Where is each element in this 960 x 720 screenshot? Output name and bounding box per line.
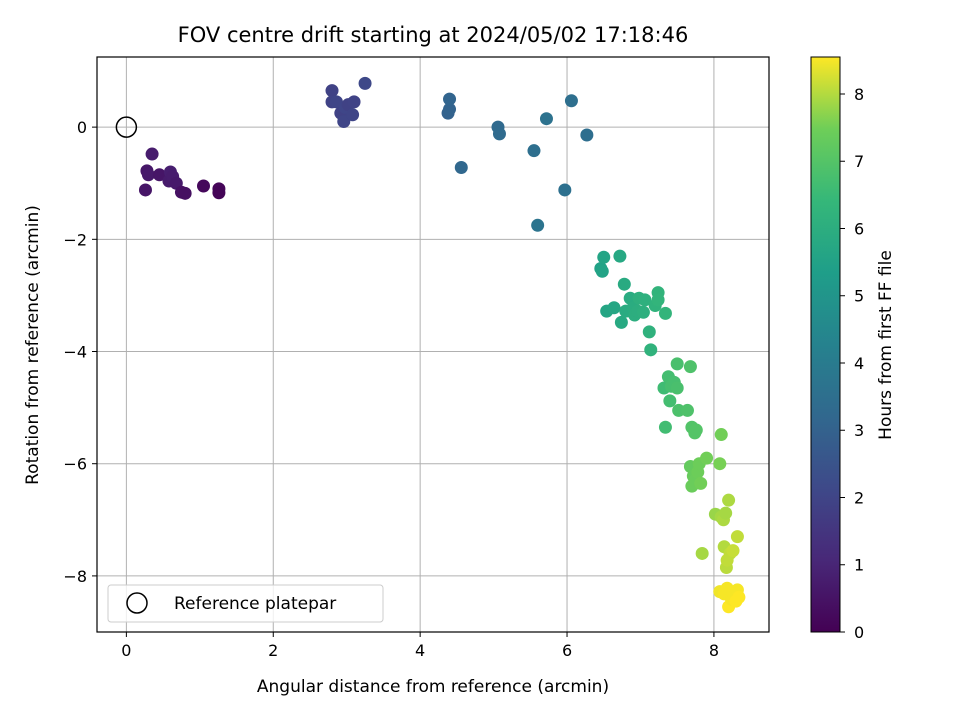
data-point [564,94,578,108]
data-point [443,102,457,116]
y-ticks: 0 −2 −4 −6 −8 [63,118,97,586]
data-point [689,423,703,437]
reference-platepar-marker [115,116,138,138]
data-point [196,179,210,193]
y-tick-label: −8 [63,567,87,586]
legend-label: Reference platepar [174,594,336,614]
data-point [658,306,672,320]
reference-marker [115,116,138,138]
data-point [212,186,226,200]
data-point [670,381,684,395]
data-point [492,127,506,141]
data-point [607,301,621,315]
x-tick-label: 6 [562,641,572,660]
data-points [138,76,746,614]
data-point [347,95,361,109]
x-tick-label: 8 [709,641,719,660]
data-point [141,168,155,182]
y-tick-label: −6 [63,455,87,474]
data-point [730,530,744,544]
chart-title: FOV centre drift starting at 2024/05/02 … [178,23,689,47]
colorbar-tick-label: 4 [854,354,864,373]
colorbar-ticks: 0 1 2 3 4 5 6 7 8 [840,85,864,642]
data-point [454,161,468,175]
data-point [638,293,652,307]
data-point [558,183,572,197]
data-point [683,360,697,374]
data-point [617,277,631,291]
data-point [636,305,650,319]
data-point [346,108,360,122]
data-point [700,451,714,465]
data-point [680,403,694,417]
colorbar-tick-label: 1 [854,556,864,575]
colorbar-tick-label: 3 [854,421,864,440]
legend-box [107,584,384,623]
grid-lines [97,57,769,632]
data-point [642,325,656,339]
colorbar-gradient [810,56,841,633]
data-point [152,168,166,182]
y-tick-label: −2 [63,230,87,249]
data-point [695,546,709,560]
data-point [658,420,672,434]
data-point [325,84,339,98]
data-point [719,506,733,520]
data-point [178,186,192,200]
data-point [443,92,457,106]
data-point [644,343,658,357]
data-point [663,394,677,408]
data-point [145,147,159,161]
colorbar-tick-label: 7 [854,152,864,171]
data-point [726,544,740,558]
colorbar: 0 1 2 3 4 5 6 7 8 Hours from first FF file [810,56,896,642]
data-point [613,249,627,263]
data-point [670,357,684,371]
data-point [539,112,553,126]
data-point [337,115,351,129]
data-point [614,315,628,329]
data-point [597,250,611,264]
x-tick-label: 4 [415,641,425,660]
data-point [722,493,736,507]
data-point [531,218,545,232]
data-point [732,590,746,604]
data-point [580,128,594,142]
data-point [714,428,728,442]
data-point [694,476,708,490]
colorbar-label: Hours from first FF file [876,250,896,440]
data-point [527,144,541,158]
x-ticks: 0 2 4 6 8 [121,632,719,660]
y-tick-label: −4 [63,343,87,362]
colorbar-tick-label: 5 [854,287,864,306]
data-point [651,293,665,307]
data-point [358,76,372,90]
data-point [138,183,152,197]
colorbar-tick-label: 6 [854,219,864,238]
data-point [595,264,609,278]
x-axis-label: Angular distance from reference (arcmin) [257,677,609,697]
x-tick-label: 2 [268,641,278,660]
y-tick-label: 0 [77,118,87,137]
colorbar-tick-label: 0 [854,623,864,642]
y-axis-label: Rotation from reference (arcmin) [23,205,43,485]
legend: Reference platepar [107,584,384,623]
plot-frame [96,56,770,633]
legend-marker [126,592,148,614]
data-point [713,457,727,471]
x-tick-label: 0 [121,641,131,660]
colorbar-tick-label: 8 [854,85,864,104]
colorbar-tick-label: 2 [854,488,864,507]
